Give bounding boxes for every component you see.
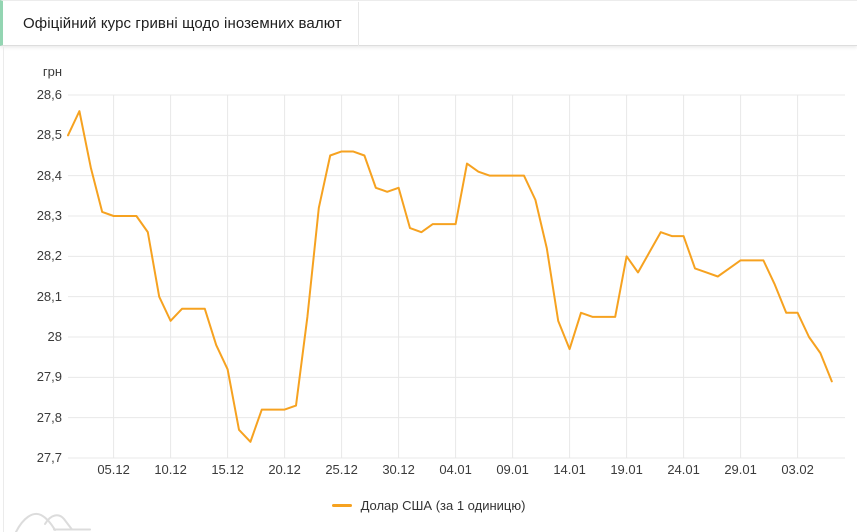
y-tick-label: 28: [47, 329, 62, 344]
x-tick-label: 29.01: [724, 462, 757, 477]
x-tick-label: 20.12: [268, 462, 301, 477]
x-tick-label: 24.01: [667, 462, 700, 477]
y-axis-unit-label: грн: [42, 64, 62, 79]
x-tick-label: 30.12: [382, 462, 415, 477]
y-tick-label: 27,7: [36, 450, 62, 465]
y-tick-label: 28,2: [36, 248, 62, 264]
chart-legend[interactable]: Долар США (за 1 одиницю): [0, 496, 857, 514]
hills-watermark-icon: [15, 513, 91, 532]
y-tick-label: 28,1: [36, 288, 62, 304]
x-tick-label: 14.01: [553, 462, 586, 477]
legend-line-marker-icon: [331, 503, 352, 507]
y-tick-label: 28,6: [36, 87, 62, 102]
y-tick-label: 27,9: [36, 369, 62, 385]
card-left-border: [3, 47, 4, 532]
y-tick-label: 28,4: [36, 167, 62, 183]
y-tick-label: 28,3: [36, 208, 62, 223]
x-tick-label: 19.01: [610, 462, 643, 477]
widget-header: Офіційний курс гривні щодо іноземних вал…: [0, 0, 857, 46]
legend-series-label: Долар США (за 1 одиницю): [360, 497, 526, 513]
x-tick-label: 10.12: [154, 462, 187, 477]
y-tick-label: 28,5: [36, 127, 62, 143]
x-tick-label: 05.12: [97, 462, 130, 477]
page-title: Офіційний курс гривні щодо іноземних вал…: [23, 14, 342, 32]
x-tick-label: 09.01: [496, 462, 529, 477]
series-line-usd[interactable]: [67, 110, 833, 443]
y-tick-label: 27,8: [36, 409, 62, 425]
x-tick-label: 25.12: [325, 462, 358, 477]
x-tick-label: 03.02: [781, 462, 814, 477]
x-tick-label: 04.01: [439, 462, 472, 477]
header-divider: [358, 2, 359, 46]
x-tick-label: 15.12: [211, 462, 244, 477]
